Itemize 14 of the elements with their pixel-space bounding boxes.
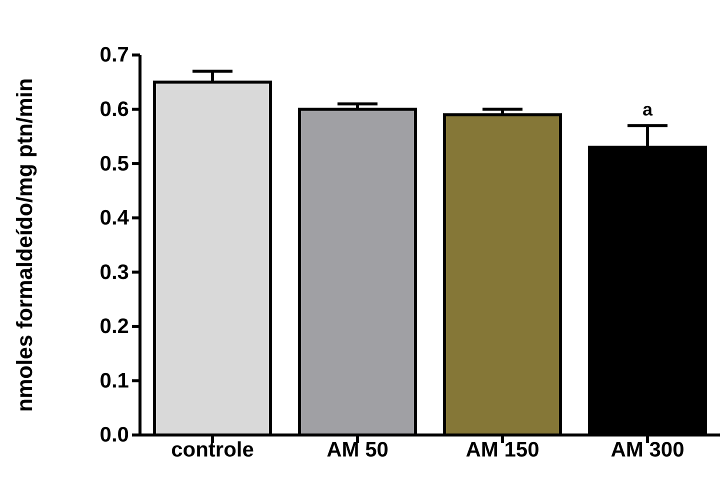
y-tick-label: 0.5 <box>100 152 130 176</box>
y-tick-label: 0.2 <box>100 315 129 338</box>
y-tick-label: 0.4 <box>100 206 130 230</box>
y-tick-label: 0.7 <box>100 44 129 67</box>
y-tick-label: 0.1 <box>100 369 130 392</box>
x-tick-label: AM 50 <box>326 438 388 462</box>
x-tick-label: AM 150 <box>466 438 540 462</box>
y-tick-label: 0.0 <box>100 424 129 447</box>
x-tick-label: AM 300 <box>610 438 684 462</box>
x-tick-label: controle <box>171 438 254 462</box>
y-axis-title: nmoles formaldeído/mg ptn/min <box>12 78 37 412</box>
annotation: a <box>642 100 654 120</box>
y-tick-label: 0.6 <box>100 98 129 122</box>
y-tick-label: 0.3 <box>100 260 129 284</box>
